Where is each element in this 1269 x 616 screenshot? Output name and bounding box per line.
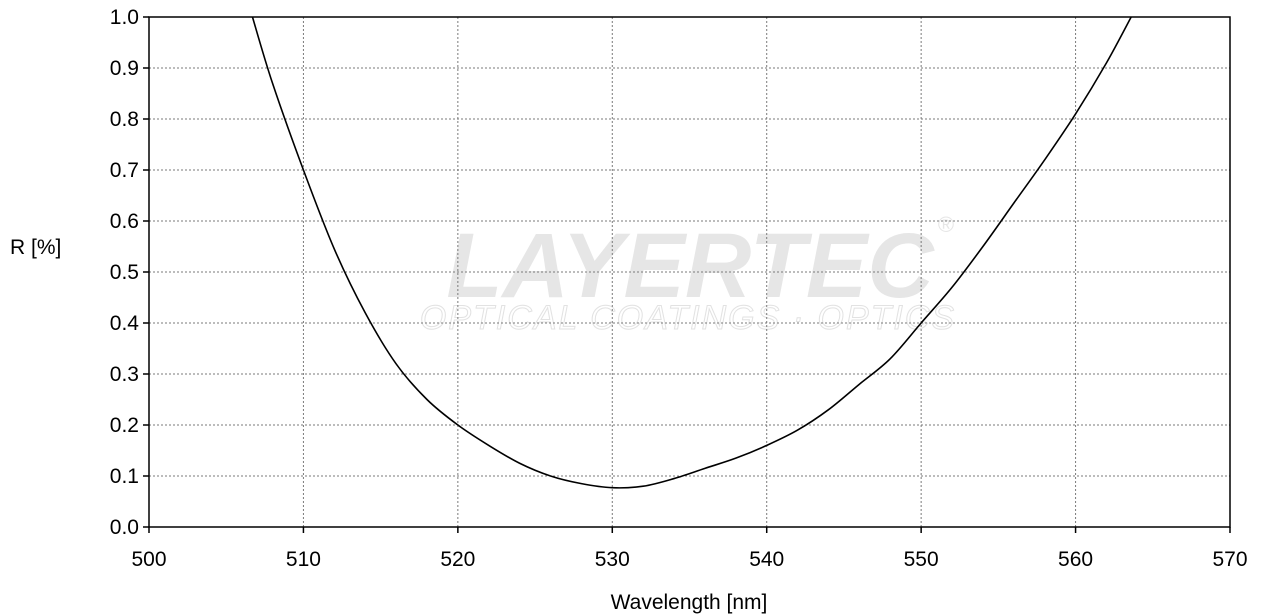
x-tick-label: 500 xyxy=(131,548,166,571)
series-line-reflectance xyxy=(251,16,1132,489)
watermark-registered-mark: ® xyxy=(938,212,954,237)
x-tick-label: 520 xyxy=(440,548,475,571)
tick-labels: 500 510 520 530 540 550 560 570 0.0 0.1 0.2 0.3 0.4 0… xyxy=(110,6,1248,571)
y-tick-label: 0.2 xyxy=(110,414,139,437)
x-axis-title: Wavelength [nm] xyxy=(611,591,768,614)
watermark-logo: LAYERTEC ® OPTICAL COATINGS · OPTICS xyxy=(419,212,956,338)
y-tick-label: 0.7 xyxy=(110,159,139,182)
x-tick-label: 550 xyxy=(904,548,939,571)
x-tick-label: 560 xyxy=(1058,548,1093,571)
y-tick-label: 1.0 xyxy=(110,6,139,29)
y-tick-label: 0.5 xyxy=(110,261,139,284)
y-axis-title: R [%] xyxy=(10,236,61,259)
x-tick-label: 540 xyxy=(749,548,784,571)
y-tick-label: 0.9 xyxy=(110,57,139,80)
grid xyxy=(149,17,1230,527)
x-tick-label: 570 xyxy=(1212,548,1247,571)
x-tick-label: 530 xyxy=(595,548,630,571)
watermark-brand: LAYERTEC xyxy=(446,215,935,317)
y-tick-label: 0.3 xyxy=(110,363,139,386)
y-tick-label: 0.6 xyxy=(110,210,139,233)
y-tick-label: 0.4 xyxy=(110,312,140,335)
y-tick-label: 0.0 xyxy=(110,516,139,539)
x-tick-label: 510 xyxy=(286,548,321,571)
y-tick-label: 0.8 xyxy=(110,108,139,131)
watermark-tagline: OPTICAL COATINGS · OPTICS xyxy=(420,299,956,337)
plot-frame xyxy=(148,16,1231,528)
axis-ticks xyxy=(143,16,1231,533)
y-tick-label: 0.1 xyxy=(110,465,139,488)
